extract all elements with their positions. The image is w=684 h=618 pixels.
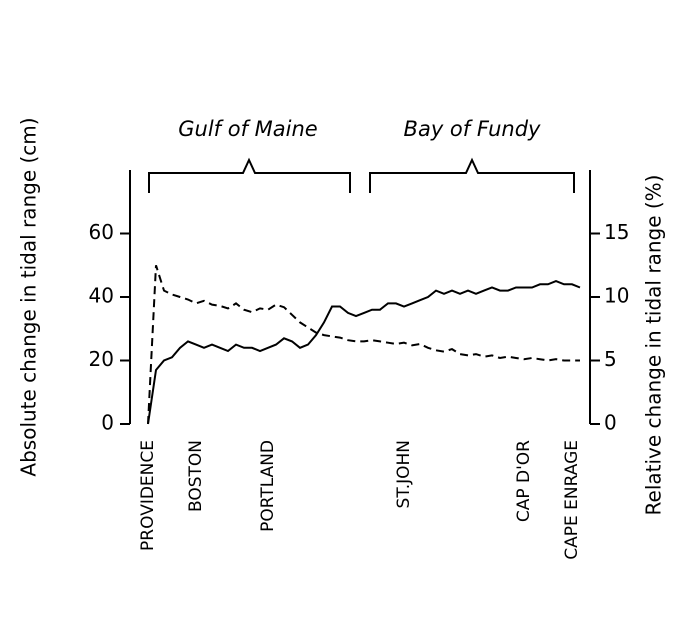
y-tick-label: 60 (89, 220, 114, 244)
x-tick-label: PORTLAND (258, 440, 278, 532)
y-axis-label: Absolute change in tidal range (cm) (17, 117, 41, 476)
x-tick-label: BOSTON (186, 440, 206, 512)
x-tick-label: CAPE ENRAGE (562, 440, 582, 560)
y-tick-label: 0 (101, 411, 114, 435)
region-label: Gulf of Maine (178, 117, 317, 141)
y2-tick-label: 10 (604, 284, 629, 308)
region-label: Bay of Fundy (404, 117, 541, 141)
y-tick-label: 20 (89, 347, 114, 371)
y2-tick-label: 0 (604, 411, 617, 435)
y2-tick-label: 5 (604, 347, 617, 371)
data-line (147, 264, 580, 425)
data-line (147, 280, 581, 425)
y-tick-label: 40 (89, 284, 114, 308)
bracket (369, 157, 575, 193)
x-tick-label: PROVIDENCE (138, 440, 158, 551)
y2-axis-label: Relative change in tidal range (%) (642, 175, 666, 516)
x-tick-label: CAP D'OR (514, 440, 534, 522)
y2-tick-label: 15 (604, 220, 629, 244)
x-tick-label: ST.JOHN (394, 440, 414, 508)
bracket (148, 157, 351, 193)
